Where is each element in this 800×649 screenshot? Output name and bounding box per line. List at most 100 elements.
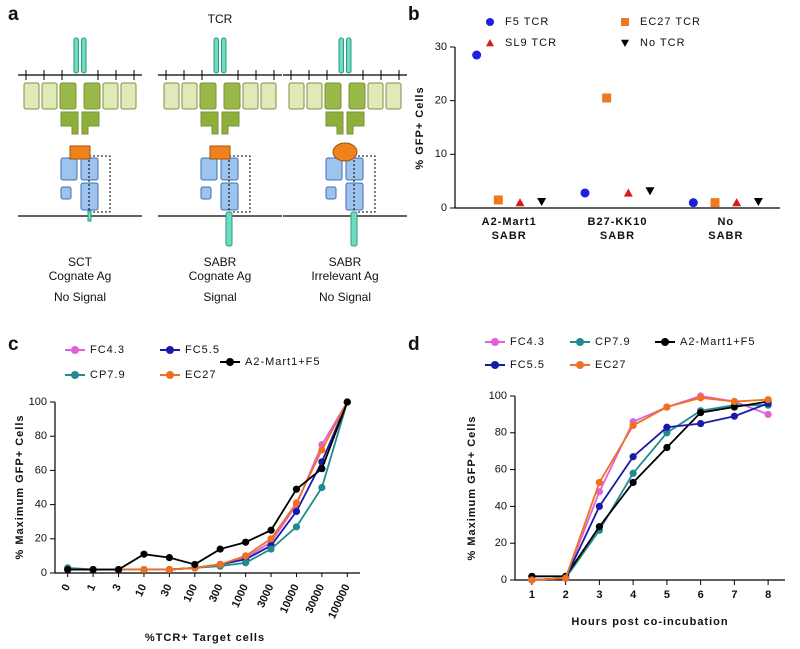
legend-label: A2-Mart1+F5 — [680, 336, 756, 348]
stub — [87, 210, 92, 222]
marker — [343, 398, 351, 406]
marker — [663, 423, 671, 431]
y-axis-label: % Maximum GFP+ Cells — [466, 415, 478, 560]
legend-label: EC27 TCR — [640, 16, 701, 28]
legend-label: FC4.3 — [510, 336, 545, 348]
marker — [730, 403, 738, 411]
signal-label: Signal — [203, 290, 236, 304]
x-tick-label: SABR — [600, 230, 635, 242]
complex-sabr — [157, 37, 283, 217]
marker — [242, 538, 250, 546]
column-label: Cognate Ag — [49, 269, 112, 283]
legend-label: FC5.5 — [510, 359, 545, 371]
marker — [491, 338, 499, 346]
legend-label: FC4.3 — [90, 344, 125, 356]
marker — [661, 338, 669, 346]
marker — [732, 198, 742, 207]
legend-label: A2-Mart1+F5 — [245, 356, 321, 368]
marker — [580, 188, 590, 198]
legend-label: CP7.9 — [595, 336, 631, 348]
series-line — [531, 395, 769, 581]
series-line — [67, 401, 349, 571]
marker — [191, 560, 199, 569]
panel-letter: b — [408, 4, 420, 25]
panel-letter: d — [408, 334, 420, 355]
y-tick-label: 10 — [435, 148, 447, 160]
marker — [663, 429, 671, 437]
marker — [697, 408, 705, 417]
marker — [528, 576, 536, 584]
marker — [140, 565, 148, 574]
y-tick-label: 20 — [495, 537, 507, 549]
antigen — [69, 145, 91, 160]
marker — [166, 371, 174, 379]
marker — [493, 195, 503, 205]
marker — [621, 39, 629, 47]
marker — [114, 565, 123, 574]
y-tick-label: 60 — [495, 464, 507, 476]
x-tick-label: 300 — [207, 582, 226, 604]
x-tick-label: 3 — [596, 589, 602, 601]
y-tick-label: 100 — [489, 390, 507, 402]
marker — [730, 412, 738, 420]
legend-label: EC27 — [595, 359, 627, 371]
x-tick-label: B27-KK10 — [588, 216, 648, 228]
column-label: SCT — [68, 255, 93, 269]
column-label: SABR — [329, 255, 362, 269]
y-tick-label: 40 — [495, 500, 507, 512]
x-tick-label: 10000 — [278, 582, 302, 615]
marker — [318, 446, 326, 454]
x-tick-label: 0 — [60, 582, 73, 593]
series-line — [531, 404, 769, 581]
x-tick-label: 7 — [731, 589, 737, 601]
marker — [318, 465, 326, 473]
x-tick-label: 10 — [133, 582, 149, 598]
marker — [688, 198, 698, 208]
column-label: Irrelevant Ag — [311, 269, 378, 283]
series-line — [531, 396, 769, 581]
x-tick-label: 3 — [110, 582, 123, 593]
marker — [242, 552, 250, 560]
x-tick-label: 100000 — [326, 582, 352, 620]
complex-sct — [17, 37, 143, 217]
signal-label: No Signal — [319, 290, 371, 304]
x-axis-label: Hours post co-incubation — [571, 616, 728, 628]
antigen — [332, 142, 358, 162]
y-tick-label: 0 — [41, 567, 47, 579]
x-tick-label: SABR — [708, 230, 743, 242]
x-tick-label: 5 — [664, 589, 670, 601]
x-tick-label: 30 — [159, 582, 175, 598]
marker — [486, 39, 494, 47]
marker — [576, 338, 584, 346]
y-tick-label: 40 — [35, 499, 47, 511]
tail — [225, 211, 233, 247]
marker — [226, 358, 234, 366]
x-tick-label: 30000 — [303, 582, 327, 615]
series-line — [531, 402, 769, 581]
marker — [491, 361, 499, 369]
x-tick-label: No — [717, 216, 734, 228]
y-tick-label: 20 — [35, 533, 47, 545]
marker — [562, 574, 570, 582]
marker — [623, 188, 633, 197]
tcr-label: TCR — [208, 12, 233, 26]
marker — [730, 397, 738, 406]
marker — [166, 346, 174, 354]
marker — [629, 478, 637, 487]
marker — [71, 346, 79, 354]
marker — [629, 453, 637, 461]
y-tick-label: 0 — [501, 574, 507, 586]
y-tick-label: 30 — [435, 41, 447, 53]
marker — [645, 187, 655, 196]
marker — [267, 535, 275, 543]
x-tick-label: 1 — [529, 589, 535, 601]
legend-label: SL9 TCR — [505, 37, 557, 49]
marker — [165, 565, 173, 574]
marker — [595, 502, 603, 510]
y-axis-label: % GFP+ Cells — [414, 86, 426, 169]
marker — [89, 565, 97, 574]
legend-label: CP7.9 — [90, 369, 126, 381]
marker — [292, 523, 301, 531]
marker — [764, 396, 772, 404]
